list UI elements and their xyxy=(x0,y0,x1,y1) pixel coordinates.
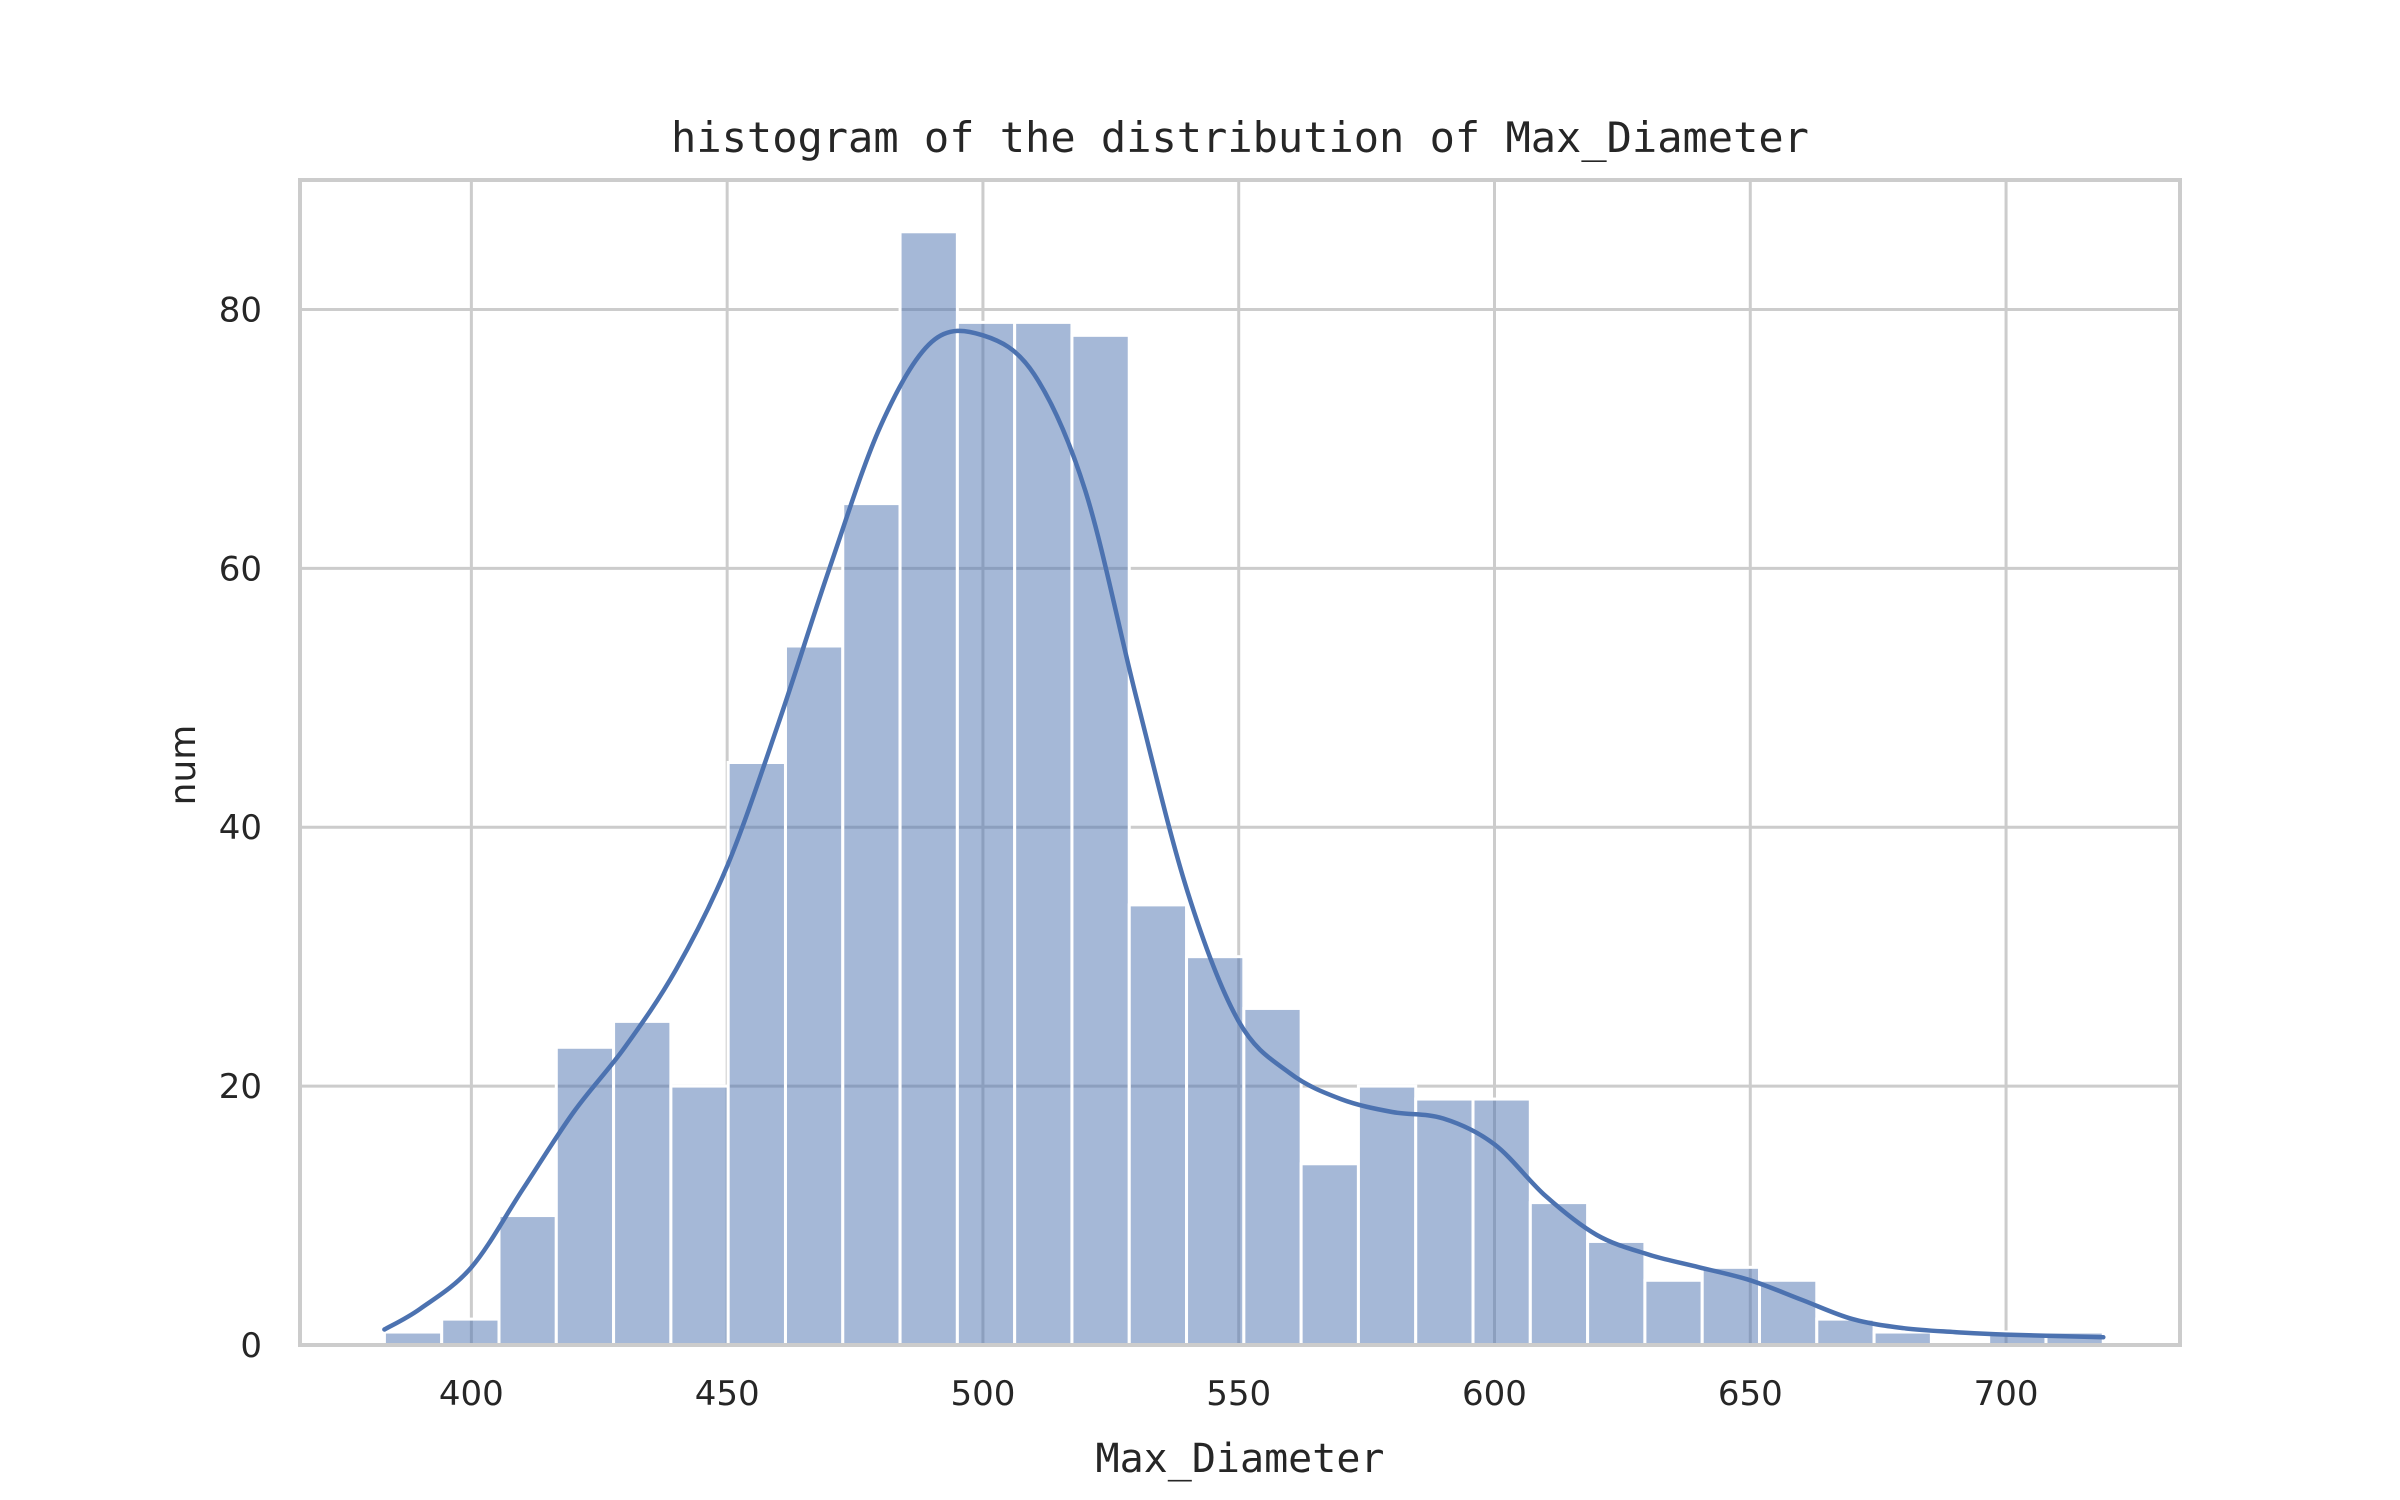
y-tick-label: 80 xyxy=(219,290,262,330)
y-tick-labels: 0 20 40 60 80 xyxy=(219,290,262,1366)
histogram-bar xyxy=(841,502,902,1347)
y-axis-label: num xyxy=(163,725,204,806)
histogram-bar xyxy=(1356,1084,1418,1347)
x-tick-label: 400 xyxy=(439,1374,504,1414)
x-tick-labels: 400 450 500 550 600 650 700 xyxy=(439,1374,2039,1414)
y-tick-label: 20 xyxy=(219,1067,262,1107)
histogram-bar xyxy=(1013,320,1074,1347)
histogram-bar xyxy=(497,1214,558,1347)
x-tick-label: 550 xyxy=(1206,1374,1271,1414)
histogram-bar xyxy=(1471,1097,1532,1347)
plot-frame xyxy=(298,178,2182,1347)
x-tick-label: 600 xyxy=(1462,1374,1527,1414)
histogram-bar xyxy=(440,1317,501,1347)
x-tick-label: 450 xyxy=(695,1374,760,1414)
histogram-bar xyxy=(898,230,959,1347)
histogram-bar xyxy=(783,644,845,1347)
histogram-bar xyxy=(1757,1278,1819,1347)
bars xyxy=(382,230,2105,1347)
histogram-bar xyxy=(1070,333,1131,1347)
x-tick-label: 700 xyxy=(1974,1374,2039,1414)
chart-title: histogram of the distribution of Max_Dia… xyxy=(671,113,1809,162)
y-tick-label: 0 xyxy=(240,1326,262,1366)
histogram-bar xyxy=(1414,1097,1475,1347)
histogram-bar xyxy=(726,761,787,1347)
histogram-bar xyxy=(1185,955,1246,1347)
histogram-bar xyxy=(1586,1239,1647,1347)
histogram-bar xyxy=(1528,1201,1590,1347)
kde-curve xyxy=(382,328,2106,1340)
y-tick-label: 40 xyxy=(219,808,262,848)
x-axis-label: Max_Diameter xyxy=(1096,1436,1385,1482)
histogram-bar xyxy=(1299,1162,1360,1347)
y-tick-label: 60 xyxy=(219,549,262,589)
histogram-bar xyxy=(669,1084,730,1347)
histogram-bar xyxy=(612,1019,673,1347)
histogram-bar xyxy=(955,320,1017,1347)
histogram-bar xyxy=(554,1045,616,1347)
histogram-bar xyxy=(1643,1278,1704,1347)
histogram-bar xyxy=(1127,903,1189,1347)
x-tick-label: 650 xyxy=(1718,1374,1783,1414)
x-tick-label: 500 xyxy=(950,1374,1015,1414)
